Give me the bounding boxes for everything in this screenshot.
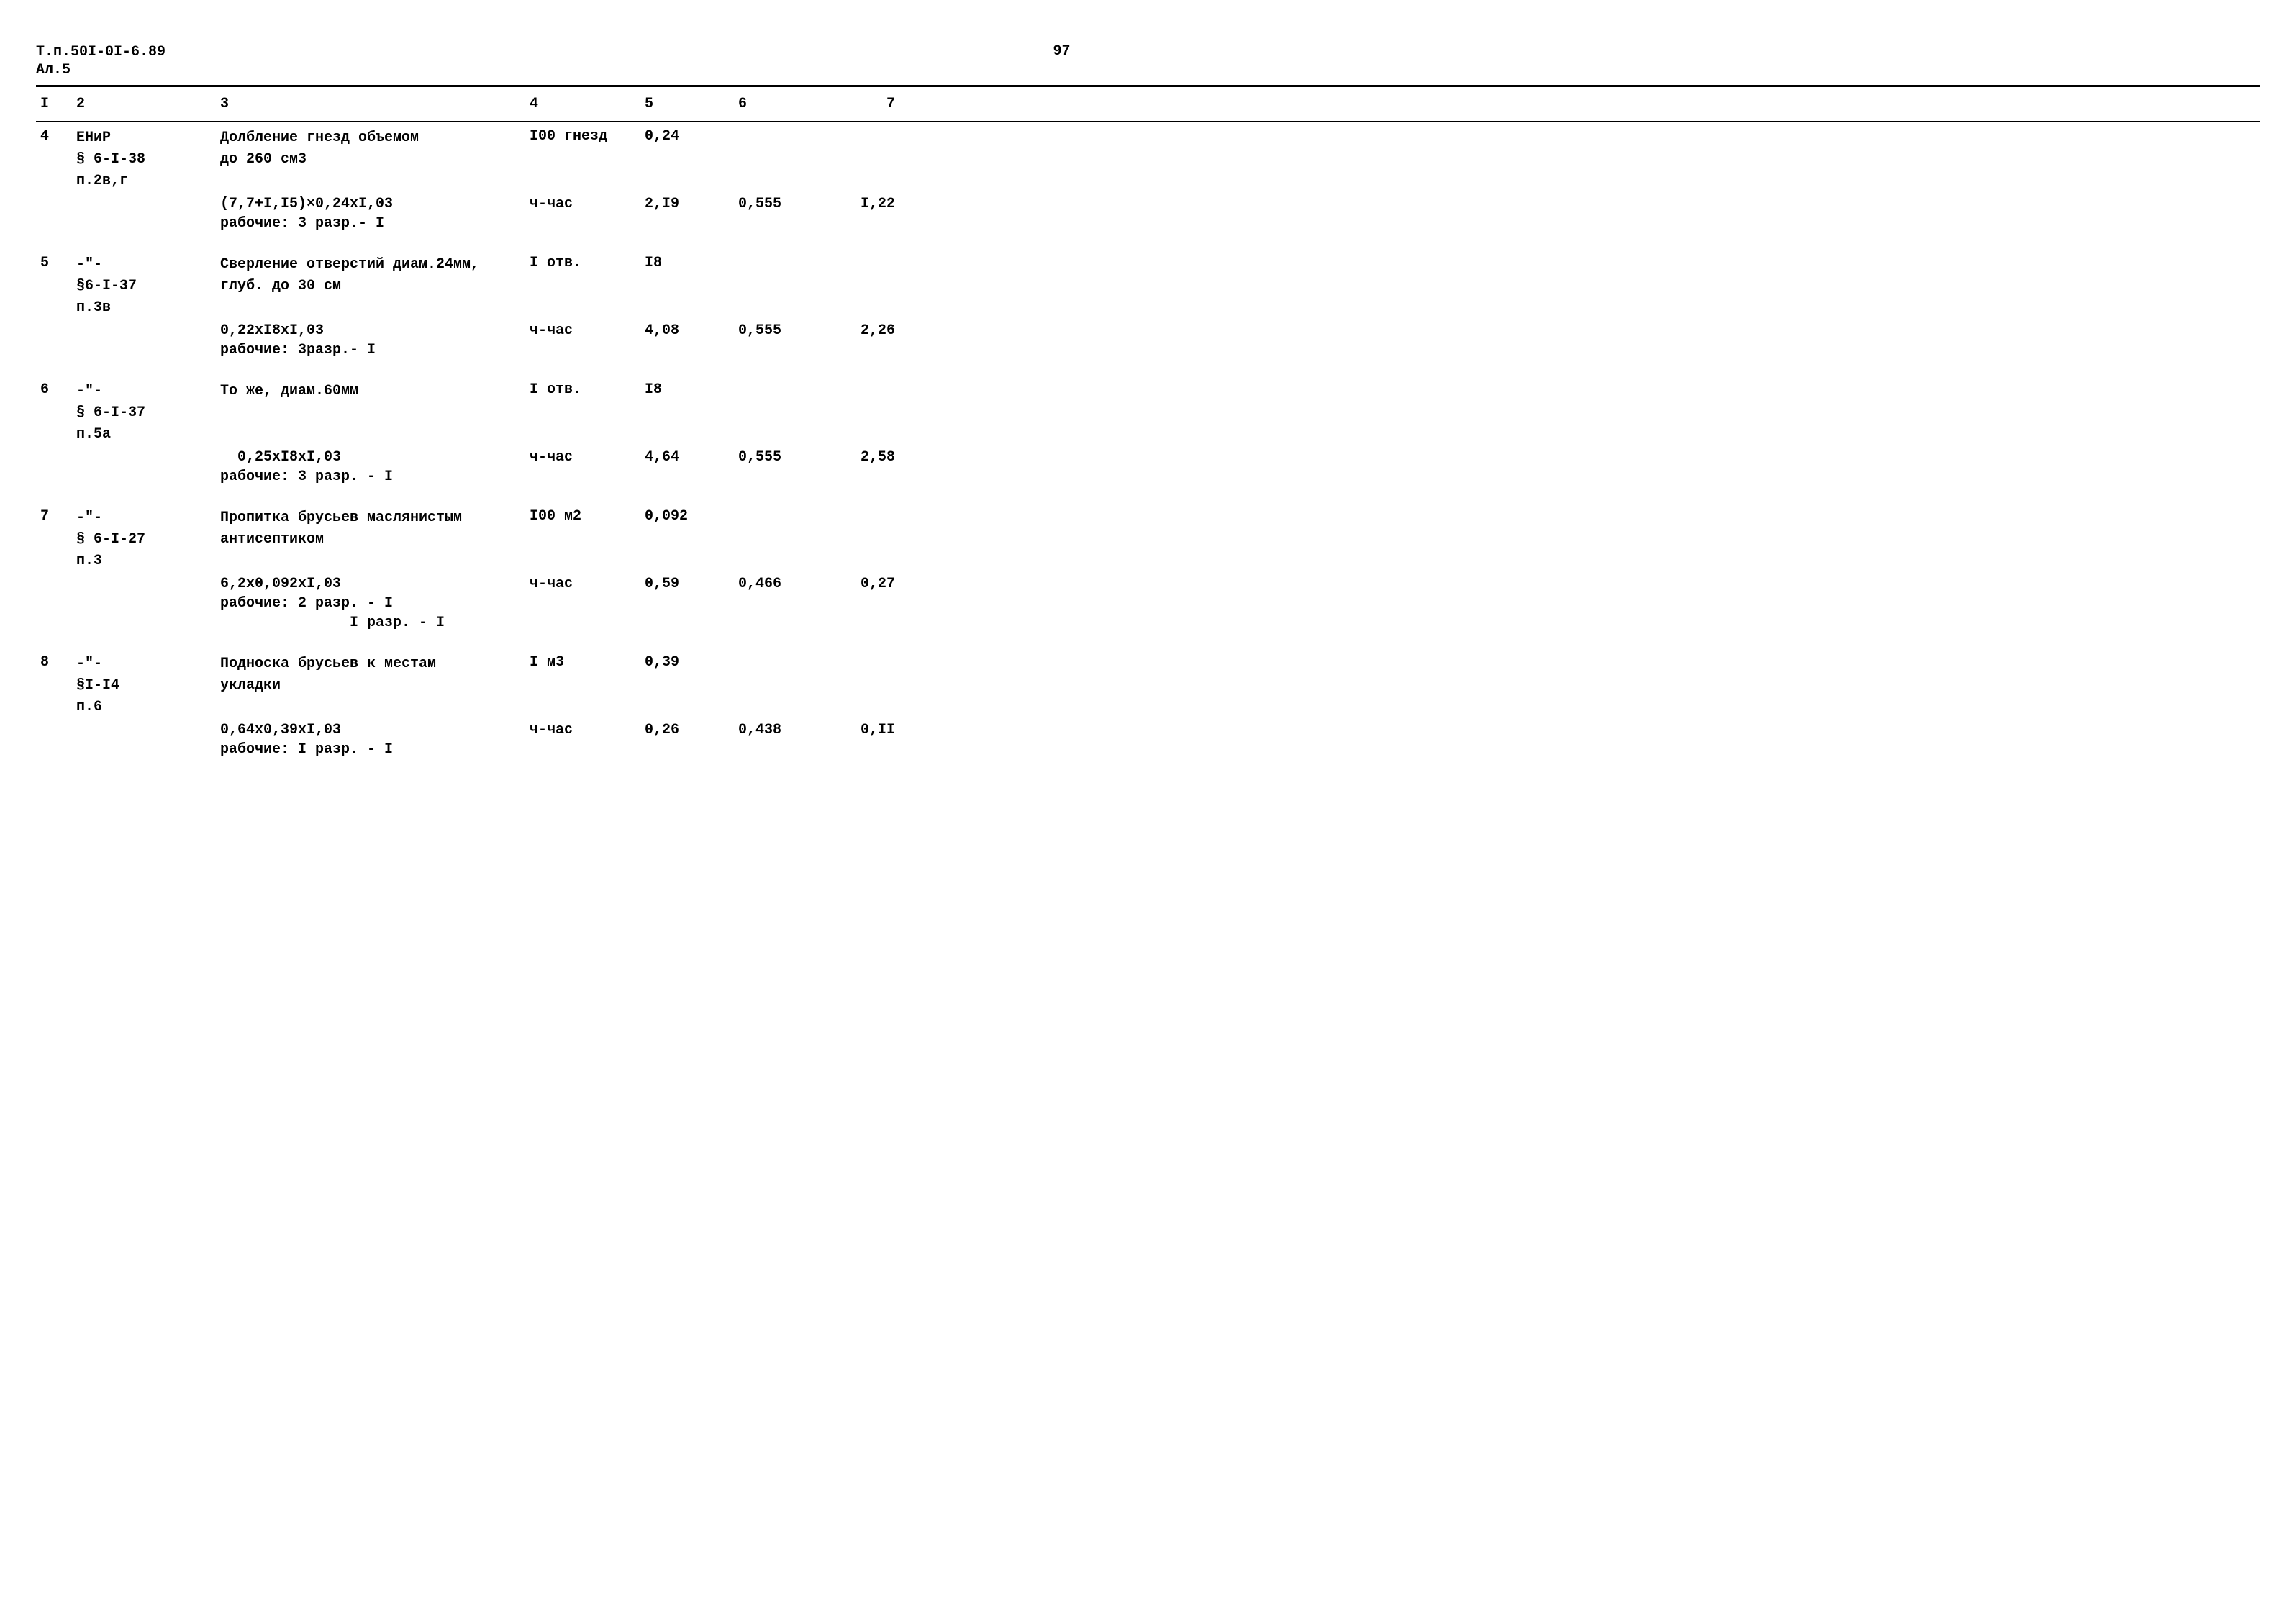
row-number: 4 bbox=[36, 127, 72, 146]
row-quantity: 0,39 bbox=[640, 653, 734, 672]
row-quantity: 0,24 bbox=[640, 127, 734, 146]
doc-id-line2: Ал.5 bbox=[36, 61, 165, 79]
row-unit-hours: ч-час bbox=[525, 720, 640, 740]
row-hours: 0,26 bbox=[640, 720, 734, 740]
row-description: Сверление отверстий диам.24мм, глуб. до … bbox=[216, 253, 525, 299]
col-header-7: 7 bbox=[827, 94, 899, 114]
row-number: 6 bbox=[36, 380, 72, 399]
row-unit-hours: ч-час bbox=[525, 574, 640, 594]
row-cost: 0,II bbox=[827, 720, 899, 740]
row-quantity: I8 bbox=[640, 380, 734, 399]
row-hours: 0,59 bbox=[640, 574, 734, 594]
row-unit: I м3 bbox=[525, 653, 640, 672]
table-header-row: I 2 3 4 5 6 7 bbox=[36, 91, 2260, 117]
row-ref: -"- § 6-I-27 п.3 bbox=[72, 507, 216, 574]
col-header-5: 5 bbox=[640, 94, 734, 114]
row-rate: 0,438 bbox=[734, 720, 827, 740]
row-rate: 0,555 bbox=[734, 448, 827, 467]
row-ref: -"- § 6-I-37 п.5а bbox=[72, 380, 216, 448]
table-row: 8 -"- §I-I4 п.6 Подноска брусьев к места… bbox=[36, 653, 2260, 759]
table-row: 4 ЕНиР § 6-I-38 п.2в,г Долбление гнезд о… bbox=[36, 127, 2260, 233]
row-description: Подноска брусьев к местам укладки bbox=[216, 653, 525, 699]
row-workers: рабочие: I разр. - I bbox=[216, 740, 525, 759]
table-row: 7 -"- § 6-I-27 п.3 Пропитка брусьев масл… bbox=[36, 507, 2260, 633]
row-calculation: 0,25хI8хI,03 bbox=[216, 448, 525, 467]
row-number: 5 bbox=[36, 253, 72, 273]
table-row: 5 -"- §6-I-37 п.3в Сверление отверстий д… bbox=[36, 253, 2260, 360]
row-rate: 0,555 bbox=[734, 194, 827, 214]
row-unit-hours: ч-час bbox=[525, 321, 640, 340]
row-description: Пропитка брусьев маслянистым антисептико… bbox=[216, 507, 525, 553]
row-unit: I00 м2 bbox=[525, 507, 640, 526]
row-description: Долбление гнезд объемом до 260 см3 bbox=[216, 127, 525, 173]
main-table: I 2 3 4 5 6 7 4 ЕНиР § 6-I-38 п.2в,г Дол… bbox=[36, 85, 2260, 759]
row-quantity: I8 bbox=[640, 253, 734, 273]
row-hours: 2,I9 bbox=[640, 194, 734, 214]
row-cost: I,22 bbox=[827, 194, 899, 214]
row-unit: I00 гнезд bbox=[525, 127, 640, 146]
row-workers: рабочие: 2 разр. - I bbox=[216, 594, 525, 613]
table-row: 6 -"- § 6-I-37 п.5а То же, диам.60мм I о… bbox=[36, 380, 2260, 486]
row-rate: 0,466 bbox=[734, 574, 827, 594]
row-workers: рабочие: 3 разр. - I bbox=[216, 467, 525, 486]
page-header: Т.п.50I-0I-6.89 Ал.5 97 bbox=[36, 43, 2260, 79]
row-calculation: 0,22хI8хI,03 bbox=[216, 321, 525, 340]
row-cost: 2,26 bbox=[827, 321, 899, 340]
row-ref: -"- §I-I4 п.6 bbox=[72, 653, 216, 720]
col-header-6: 6 bbox=[734, 94, 827, 114]
row-calculation: 0,64х0,39хI,03 bbox=[216, 720, 525, 740]
row-hours: 4,64 bbox=[640, 448, 734, 467]
row-unit: I отв. bbox=[525, 380, 640, 399]
document-id: Т.п.50I-0I-6.89 Ал.5 bbox=[36, 43, 165, 79]
row-rate: 0,555 bbox=[734, 321, 827, 340]
col-header-1: I bbox=[36, 94, 72, 114]
col-header-2: 2 bbox=[72, 94, 216, 114]
row-ref: -"- §6-I-37 п.3в bbox=[72, 253, 216, 321]
row-calculation: (7,7+I,I5)×0,24хI,03 bbox=[216, 194, 525, 214]
row-ref: ЕНиР § 6-I-38 п.2в,г bbox=[72, 127, 216, 194]
doc-id-line1: Т.п.50I-0I-6.89 bbox=[36, 43, 165, 61]
row-cost: 0,27 bbox=[827, 574, 899, 594]
row-number: 7 bbox=[36, 507, 72, 526]
col-header-4: 4 bbox=[525, 94, 640, 114]
row-cost: 2,58 bbox=[827, 448, 899, 467]
row-workers: рабочие: 3разр.- I bbox=[216, 340, 525, 360]
col-header-3: 3 bbox=[216, 94, 525, 114]
row-calculation: 6,2х0,092хI,03 bbox=[216, 574, 525, 594]
page-number: 97 bbox=[1053, 43, 1071, 79]
row-unit: I отв. bbox=[525, 253, 640, 273]
row-unit-hours: ч-час bbox=[525, 194, 640, 214]
row-hours: 4,08 bbox=[640, 321, 734, 340]
row-number: 8 bbox=[36, 653, 72, 672]
row-workers: рабочие: 3 разр.- I bbox=[216, 214, 525, 233]
row-unit-hours: ч-час bbox=[525, 448, 640, 467]
row-description: То же, диам.60мм bbox=[216, 380, 525, 404]
row-quantity: 0,092 bbox=[640, 507, 734, 526]
row-workers-extra: I разр. - I bbox=[216, 613, 525, 633]
